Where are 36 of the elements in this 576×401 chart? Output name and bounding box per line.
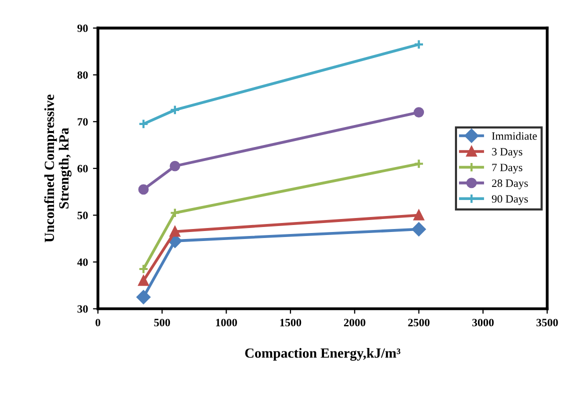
point xyxy=(414,107,424,118)
point xyxy=(414,39,424,50)
x-axis-title: Compaction Energy,kJ/m³ xyxy=(245,348,400,361)
point xyxy=(414,158,424,169)
x-tick-label: 1000 xyxy=(216,318,237,326)
y-axis-title: Unconfined Compressive Strength, kPa xyxy=(44,94,72,242)
y-tick-label: 70 xyxy=(78,118,88,126)
point xyxy=(414,210,424,220)
x-tick-label: 2500 xyxy=(408,318,430,326)
point xyxy=(170,208,180,218)
point xyxy=(170,226,180,237)
y-tick-label: 80 xyxy=(77,71,88,79)
y-tick-label: 30 xyxy=(78,305,88,313)
point xyxy=(138,184,149,195)
x-tick-label: 3500 xyxy=(536,318,558,326)
legend-label: Immidiate xyxy=(492,132,537,140)
point xyxy=(138,264,149,274)
y-tick-label: 90 xyxy=(77,24,88,32)
y-tick-label: 50 xyxy=(78,212,88,220)
point xyxy=(138,275,149,286)
point xyxy=(136,290,150,304)
y-tick-label: 60 xyxy=(77,164,88,172)
x-tick-label: 3000 xyxy=(472,318,494,326)
legend-label: 90 Days xyxy=(492,195,528,205)
x-tick-label: 500 xyxy=(154,318,170,326)
x-tick-label: 1500 xyxy=(280,318,302,326)
point xyxy=(138,118,149,130)
x-tick-label: 0 xyxy=(96,318,100,326)
point xyxy=(170,160,180,172)
legend-label: 7 Days xyxy=(492,164,522,174)
y-tick-label: 40 xyxy=(77,258,88,266)
x-tick-label: 2000 xyxy=(344,318,366,326)
point xyxy=(412,222,426,236)
legend-label: 3 Days xyxy=(492,148,522,158)
point xyxy=(170,104,180,116)
legend-label: 28 Days xyxy=(492,179,528,190)
